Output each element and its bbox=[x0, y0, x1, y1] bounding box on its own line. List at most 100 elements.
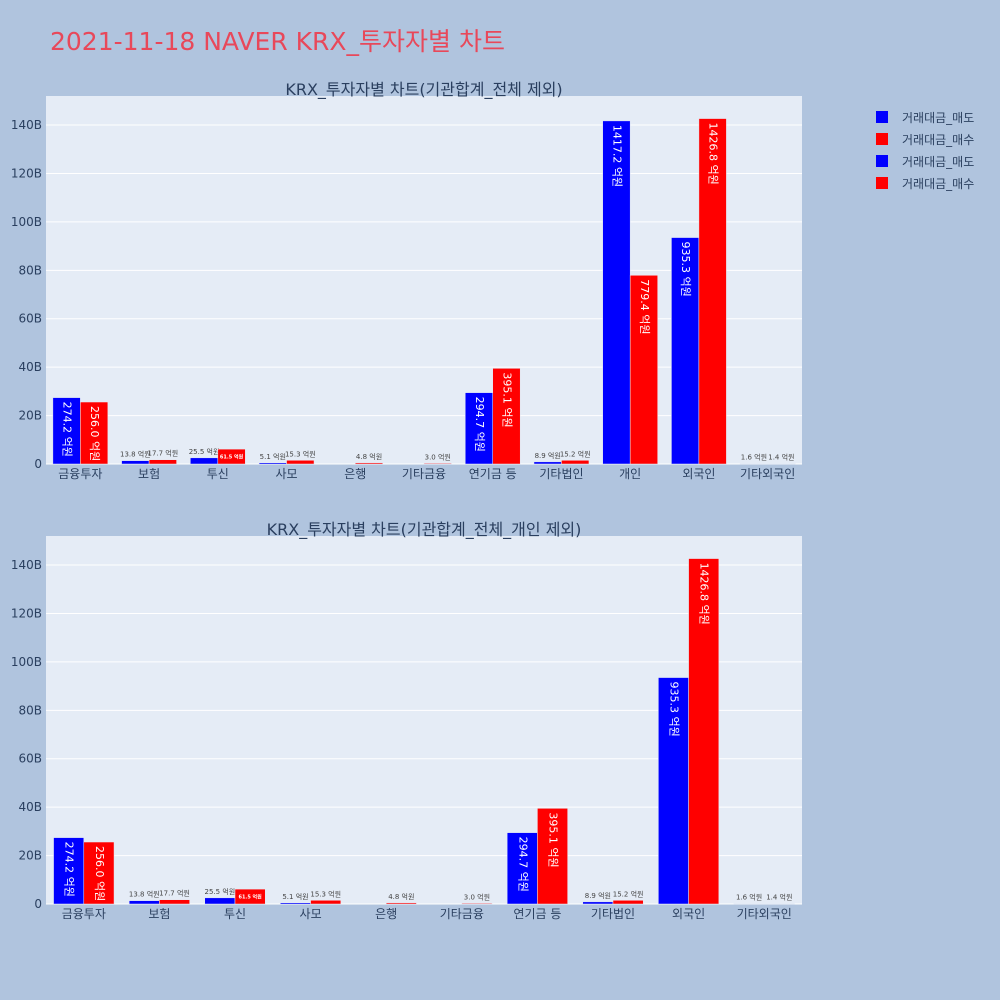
legend-item[interactable]: 거래대금_매도 bbox=[876, 150, 974, 172]
x-tick-label: 연기금 등 bbox=[513, 907, 561, 921]
data-label: 256.0 억원 bbox=[88, 406, 101, 461]
x-tick-label: 기타외국인 bbox=[737, 907, 792, 921]
data-label: 256.0 억원 bbox=[93, 846, 106, 901]
y-tick-label: 60B bbox=[18, 312, 42, 326]
data-label: 61.5 억원 bbox=[220, 454, 244, 461]
data-label: 17.7 억원 bbox=[147, 449, 178, 458]
bar bbox=[121, 460, 150, 465]
data-label: 1.6 억원 bbox=[736, 893, 762, 902]
data-label: 779.4 억원 bbox=[638, 279, 651, 334]
legend-item[interactable]: 거래대금_매수 bbox=[876, 128, 974, 150]
data-label: 1.4 억원 bbox=[768, 453, 794, 462]
data-label: 25.5 억원 bbox=[189, 447, 220, 456]
x-tick-label: 기타금융 bbox=[402, 467, 446, 481]
data-label: 5.1 억원 bbox=[282, 892, 308, 901]
data-label: 274.2 억원 bbox=[61, 402, 74, 457]
bar bbox=[537, 808, 568, 905]
legend-swatch bbox=[876, 111, 888, 123]
data-label: 395.1 억원 bbox=[547, 812, 560, 867]
data-label: 5.1 억원 bbox=[260, 452, 286, 461]
x-tick-label: 외국인 bbox=[682, 467, 715, 481]
x-tick-label: 사모 bbox=[300, 907, 322, 921]
data-label: 935.3 억원 bbox=[679, 242, 692, 297]
x-tick-label: 투신 bbox=[224, 907, 246, 921]
y-tick-label: 20B bbox=[18, 849, 42, 863]
bar bbox=[492, 368, 521, 465]
chart-title: KRX_투자자별 차트(기관합계_전체 제외) bbox=[285, 80, 562, 100]
data-label: 1.6 억원 bbox=[741, 453, 767, 462]
legend-swatch bbox=[876, 133, 888, 145]
bar bbox=[310, 900, 342, 905]
bar bbox=[423, 463, 452, 465]
data-label: 61.5 억원 bbox=[238, 894, 262, 901]
bar bbox=[533, 461, 562, 465]
chart-panel: 0 20B 40B 60B 80B 100B 120B 140B KRX_투자자별 차트(기관합… bbox=[11, 520, 802, 921]
bar bbox=[602, 120, 631, 465]
page-title: 2021-11-18 NAVER KRX_투자자별 차트 bbox=[50, 27, 505, 56]
data-label: 3.0 억원 bbox=[464, 892, 490, 901]
data-label: 395.1 억원 bbox=[500, 372, 513, 427]
x-tick-label: 사모 bbox=[275, 467, 297, 481]
x-tick-label: 금융투자 bbox=[62, 907, 106, 921]
y-tick-label: 100B bbox=[11, 655, 42, 669]
data-label: 15.3 억원 bbox=[285, 449, 316, 458]
data-label: 13.8 억원 bbox=[129, 890, 160, 899]
chart-title: KRX_투자자별 차트(기관합계_전체_개인 제외) bbox=[267, 520, 582, 540]
data-label: 1.4 억원 bbox=[766, 893, 792, 902]
bar bbox=[217, 448, 246, 465]
bar bbox=[698, 118, 727, 465]
x-tick-label: 보험 bbox=[138, 467, 160, 481]
y-tick-label: 0 bbox=[34, 897, 42, 911]
bar bbox=[286, 460, 315, 465]
bar bbox=[355, 462, 384, 465]
bar bbox=[582, 901, 614, 905]
y-tick-label: 140B bbox=[11, 558, 42, 572]
y-tick-label: 140B bbox=[11, 118, 42, 132]
legend-label: 거래대금_매도 bbox=[902, 110, 975, 125]
data-label: 935.3 억원 bbox=[667, 682, 680, 737]
x-tick-label: 기타외국인 bbox=[740, 467, 795, 481]
bar bbox=[629, 275, 658, 465]
legend: 거래대금_매도 거래대금_매수 거래대금_매도 거래대금_매수 bbox=[876, 106, 974, 194]
bar bbox=[385, 902, 417, 905]
x-tick-label: 기타금융 bbox=[440, 907, 484, 921]
y-tick-label: 100B bbox=[11, 215, 42, 229]
legend-item[interactable]: 거래대금_매수 bbox=[876, 172, 974, 194]
x-tick-label: 기타법인 bbox=[591, 907, 635, 921]
y-tick-label: 40B bbox=[18, 800, 42, 814]
x-tick-label: 개인 bbox=[619, 467, 641, 481]
bar bbox=[159, 899, 190, 905]
chart-panel: 0 20B 40B 60B 80B 100B 120B 140B KRX_투자자별 차트(기관합… bbox=[11, 80, 802, 481]
x-tick-label: 은행 bbox=[344, 466, 366, 481]
legend-item[interactable]: 거래대금_매도 bbox=[876, 106, 974, 128]
bar bbox=[258, 462, 287, 465]
x-tick-label: 은행 bbox=[375, 906, 397, 921]
y-tick-label: 60B bbox=[18, 752, 42, 766]
data-label: 294.7 억원 bbox=[473, 397, 486, 452]
data-label: 17.7 억원 bbox=[159, 889, 190, 898]
bar bbox=[612, 900, 644, 905]
y-tick-label: 80B bbox=[18, 263, 42, 277]
y-tick-label: 80B bbox=[18, 703, 42, 717]
y-tick-label: 0 bbox=[34, 457, 42, 471]
bar bbox=[80, 401, 109, 465]
bar bbox=[83, 841, 115, 905]
data-label: 15.2 억원 bbox=[613, 889, 644, 898]
x-tick-label: 금융투자 bbox=[58, 467, 102, 481]
legend-label: 거래대금_매도 bbox=[902, 154, 975, 169]
y-tick-label: 40B bbox=[18, 360, 42, 374]
x-tick-label: 외국인 bbox=[672, 907, 705, 921]
legend-label: 거래대금_매수 bbox=[902, 176, 975, 191]
data-label: 1417.2 억원 bbox=[610, 125, 623, 187]
data-label: 1426.8 억원 bbox=[698, 563, 711, 625]
data-label: 3.0 억원 bbox=[425, 452, 451, 461]
bar bbox=[204, 897, 236, 905]
bar bbox=[561, 460, 590, 465]
bar bbox=[234, 888, 266, 905]
bar bbox=[280, 902, 311, 905]
data-label: 8.9 억원 bbox=[585, 891, 611, 900]
bar bbox=[128, 900, 160, 905]
y-tick-label: 20B bbox=[18, 409, 42, 423]
legend-swatch bbox=[876, 177, 888, 189]
